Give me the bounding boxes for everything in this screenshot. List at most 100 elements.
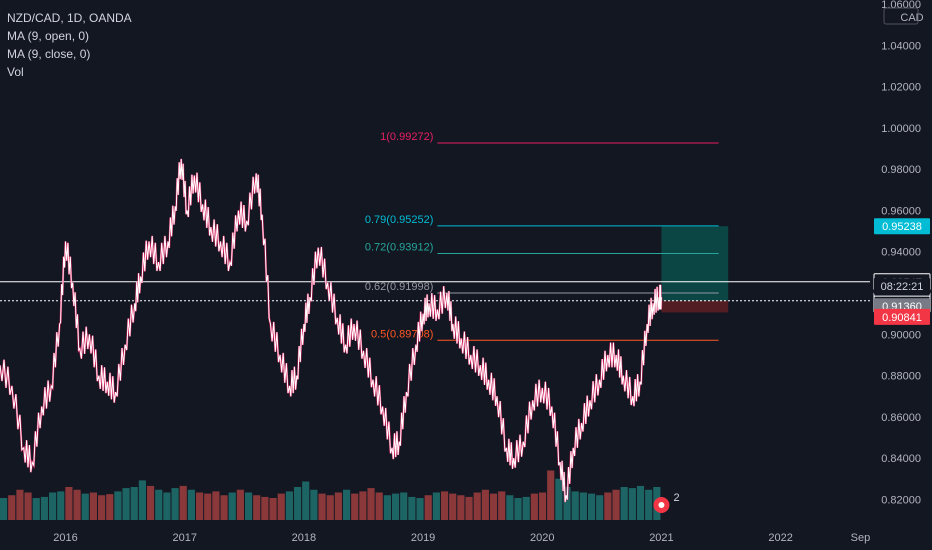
volume-bar — [204, 493, 212, 520]
volume-bar — [628, 488, 636, 520]
volume-bar — [334, 492, 342, 520]
volume-bar — [359, 491, 367, 520]
volume-bar — [106, 494, 114, 520]
volume-bar — [645, 489, 653, 520]
legend-ma-close[interactable]: MA (9, close, 0) — [7, 47, 91, 61]
volume-bar — [530, 493, 538, 520]
volume-bar — [293, 487, 302, 520]
target-zone — [661, 226, 729, 301]
volume-bar — [383, 495, 391, 520]
legend-vol[interactable]: Vol — [7, 65, 24, 79]
volume-bar — [8, 495, 16, 520]
events-badge-dot — [658, 502, 665, 508]
legend-symbol[interactable]: NZD/CAD, 1D, OANDA — [7, 11, 132, 25]
fib-label: 0.72(0.93912) — [365, 242, 434, 254]
x-tick-label: Sep — [851, 532, 871, 544]
volume-bar — [220, 495, 228, 520]
events-badge-count: 2 — [673, 492, 679, 504]
volume-bar — [522, 496, 530, 520]
volume-bar — [424, 495, 432, 520]
countdown-label: 08:22:21 — [881, 281, 924, 293]
volume-bar — [538, 492, 547, 520]
volume-bar — [114, 491, 122, 520]
volume-bar — [32, 498, 40, 520]
events-badge[interactable]: 2 — [653, 492, 680, 513]
y-tick-label: 0.96000 — [881, 205, 921, 217]
volume-bar — [571, 491, 579, 520]
volume-bar — [138, 480, 146, 520]
volume-bar — [277, 493, 285, 520]
volume-bar — [465, 496, 473, 520]
y-tick-label: 0.88000 — [881, 371, 921, 383]
fib-label: 0.62(0.91998) — [365, 281, 434, 293]
volume-bar — [81, 493, 89, 520]
volume-bar — [16, 489, 24, 520]
volume-bar — [195, 492, 204, 520]
volume-bar — [171, 488, 179, 520]
volume-bar — [408, 496, 416, 520]
volume-bar — [179, 485, 187, 520]
volume-bar — [187, 489, 195, 520]
price-tag-label: 0.95238 — [882, 221, 922, 233]
volume-bar — [163, 492, 171, 520]
volume-bar — [563, 487, 571, 520]
chart-legend: NZD/CAD, 1D, OANDA MA (9, open, 0) MA (9… — [7, 9, 132, 81]
volume-bar — [432, 492, 440, 520]
legend-ma-open[interactable]: MA (9, open, 0) — [7, 29, 90, 43]
fib-label: 0.5(0.89708) — [371, 328, 433, 340]
position-zones — [661, 226, 729, 313]
volume-bar — [326, 495, 334, 520]
volume-bar — [636, 485, 645, 520]
volume-bar — [342, 489, 351, 520]
y-tick-label: 0.94000 — [881, 247, 921, 259]
ma-line — [0, 158, 663, 503]
volume-bar — [449, 493, 457, 520]
volume-bar — [498, 491, 506, 520]
volume-bar — [97, 495, 106, 520]
volume-bar — [89, 492, 97, 520]
y-tick-label: 1.04000 — [881, 40, 921, 52]
y-tick-label: 1.00000 — [881, 123, 921, 135]
volume-bar — [375, 492, 383, 520]
volume-bar — [40, 496, 48, 520]
volume-bar — [351, 493, 359, 520]
volume-bar — [620, 487, 628, 520]
volume-bar — [48, 492, 57, 520]
volume-bar — [212, 491, 220, 520]
fib-label: 1(0.99272) — [380, 131, 433, 143]
x-tick-label: 2022 — [768, 532, 792, 544]
volume-bar — [579, 492, 587, 520]
volume-bar — [228, 492, 236, 520]
x-tick-label: 2019 — [411, 532, 435, 544]
x-tick-label: 2017 — [172, 532, 196, 544]
horizontal-lines — [0, 281, 870, 302]
x-tick-label: 2020 — [530, 532, 554, 544]
volume-bar — [24, 492, 32, 520]
price-series — [0, 158, 663, 503]
currency-box — [883, 7, 919, 25]
volume-bar — [596, 495, 604, 520]
volume-bar — [253, 495, 261, 520]
volume-bar — [506, 495, 514, 520]
y-tick-label: 0.82000 — [881, 494, 921, 506]
y-tick-label: 1.06000 — [881, 0, 921, 11]
volume-bar — [587, 493, 596, 520]
volume-bar — [302, 481, 310, 520]
volume-bar — [122, 488, 130, 520]
volume-bar — [457, 495, 465, 520]
volume-bar — [514, 498, 522, 520]
price-line — [0, 158, 662, 503]
volume-bar — [146, 485, 155, 520]
y-tick-label: 1.02000 — [881, 82, 921, 94]
volume-bar — [130, 487, 138, 520]
volume-bar — [285, 491, 293, 520]
countdown-box — [874, 278, 930, 295]
volume-bar — [400, 492, 408, 520]
volume-bar — [65, 487, 73, 520]
price-tag — [874, 308, 930, 325]
volume-bar — [57, 491, 65, 520]
volume-bar — [489, 493, 498, 520]
axes: 0.820000.840000.860000.880000.900000.920… — [53, 0, 923, 544]
volume-bar — [481, 489, 489, 520]
